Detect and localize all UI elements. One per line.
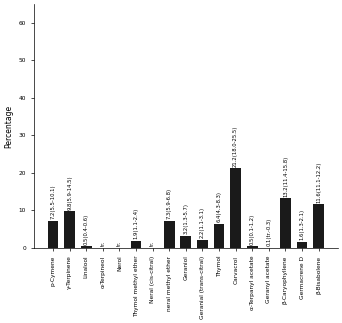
- Bar: [313, 204, 324, 248]
- Y-axis label: Percentage: Percentage: [4, 105, 13, 148]
- Bar: [131, 241, 142, 248]
- Text: 21.2(18.0-25.5): 21.2(18.0-25.5): [233, 126, 238, 167]
- Bar: [164, 221, 175, 248]
- Text: 0.5(0.4-0.6): 0.5(0.4-0.6): [84, 213, 89, 245]
- Text: 0.5(0.1-1.2): 0.5(0.1-1.2): [250, 213, 255, 245]
- Text: tr.: tr.: [117, 241, 122, 246]
- Bar: [81, 246, 92, 248]
- Bar: [230, 168, 241, 248]
- Text: 11.6(11.1-12.2): 11.6(11.1-12.2): [316, 162, 321, 203]
- Bar: [280, 198, 291, 248]
- Text: tr.: tr.: [100, 241, 105, 246]
- Text: 7.3(5.9-6.8): 7.3(5.9-6.8): [167, 188, 172, 219]
- Bar: [197, 240, 208, 248]
- Text: 3.2(1.3-5.7): 3.2(1.3-5.7): [183, 203, 188, 234]
- Bar: [64, 211, 75, 248]
- Bar: [181, 236, 191, 248]
- Text: 9.8(5.9-14.5): 9.8(5.9-14.5): [67, 175, 72, 210]
- Text: 13.2(11.4-15.8): 13.2(11.4-15.8): [283, 156, 288, 197]
- Text: 2.2(1.1-3.1): 2.2(1.1-3.1): [200, 207, 205, 238]
- Bar: [48, 221, 58, 248]
- Text: 7.2(5.5-10.1): 7.2(5.5-10.1): [51, 185, 55, 219]
- Bar: [263, 247, 274, 248]
- Text: 1.6(1.3-2.1): 1.6(1.3-2.1): [300, 209, 304, 240]
- Text: 0.1(tr.-0.3): 0.1(tr.-0.3): [266, 218, 271, 246]
- Bar: [247, 246, 258, 248]
- Text: tr.: tr.: [150, 241, 155, 246]
- Text: 1.9(1.1-2.4): 1.9(1.1-2.4): [134, 208, 139, 239]
- Bar: [297, 242, 307, 248]
- Bar: [214, 224, 224, 248]
- Text: 6.4(4.3-8.3): 6.4(4.3-8.3): [216, 192, 222, 223]
